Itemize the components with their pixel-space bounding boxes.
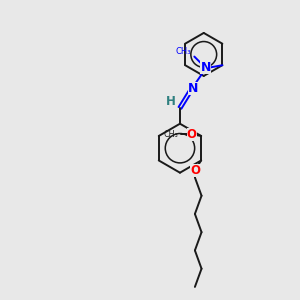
Text: CH₃: CH₃: [163, 130, 178, 139]
Text: O: O: [187, 128, 196, 141]
Text: CH₃: CH₃: [175, 47, 191, 56]
Text: N: N: [200, 61, 211, 74]
Text: N: N: [188, 82, 198, 95]
Text: H: H: [166, 95, 175, 108]
Text: O: O: [190, 164, 200, 176]
